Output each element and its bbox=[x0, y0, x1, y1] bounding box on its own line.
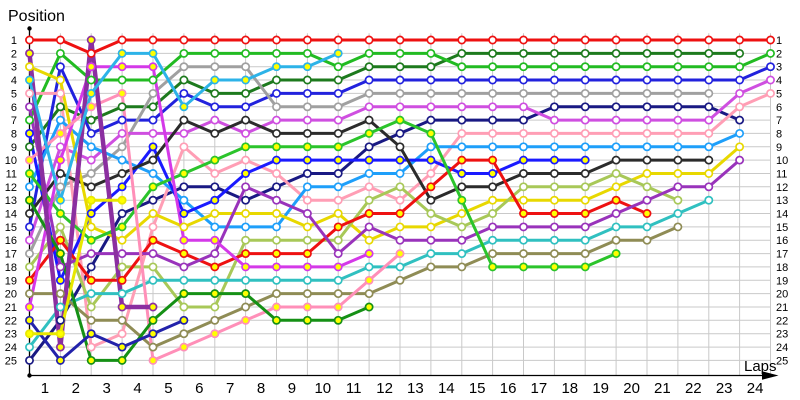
svg-text:24: 24 bbox=[747, 380, 764, 397]
svg-text:9: 9 bbox=[11, 142, 17, 154]
svg-text:23: 23 bbox=[5, 329, 17, 341]
svg-text:14: 14 bbox=[438, 380, 455, 397]
svg-text:21: 21 bbox=[5, 302, 17, 314]
svg-text:12: 12 bbox=[5, 182, 17, 194]
svg-text:20: 20 bbox=[623, 380, 640, 397]
svg-text:5: 5 bbox=[164, 380, 172, 397]
svg-text:23: 23 bbox=[776, 329, 788, 341]
svg-text:8: 8 bbox=[776, 128, 782, 140]
svg-text:21: 21 bbox=[654, 380, 671, 397]
svg-text:6: 6 bbox=[11, 102, 17, 114]
svg-text:4: 4 bbox=[776, 75, 782, 87]
svg-text:16: 16 bbox=[500, 380, 517, 397]
svg-text:21: 21 bbox=[776, 302, 788, 314]
svg-text:4: 4 bbox=[11, 75, 17, 87]
svg-text:8: 8 bbox=[11, 128, 17, 140]
svg-text:13: 13 bbox=[407, 380, 424, 397]
svg-text:17: 17 bbox=[531, 380, 548, 397]
svg-text:12: 12 bbox=[776, 182, 788, 194]
svg-text:5: 5 bbox=[11, 88, 17, 100]
svg-text:10: 10 bbox=[776, 155, 788, 167]
svg-text:3: 3 bbox=[776, 62, 782, 74]
svg-text:14: 14 bbox=[776, 209, 788, 221]
svg-text:6: 6 bbox=[195, 380, 203, 397]
svg-text:4: 4 bbox=[133, 380, 141, 397]
svg-text:13: 13 bbox=[776, 195, 788, 207]
svg-text:17: 17 bbox=[5, 249, 17, 261]
svg-text:1: 1 bbox=[776, 35, 782, 47]
svg-text:7: 7 bbox=[776, 115, 782, 127]
svg-text:19: 19 bbox=[592, 380, 609, 397]
svg-text:Laps: Laps bbox=[744, 358, 777, 375]
svg-text:11: 11 bbox=[6, 169, 17, 181]
svg-text:22: 22 bbox=[5, 315, 17, 327]
svg-text:10: 10 bbox=[5, 155, 17, 167]
svg-text:22: 22 bbox=[776, 315, 788, 327]
svg-text:22: 22 bbox=[685, 380, 702, 397]
svg-text:1: 1 bbox=[41, 380, 49, 397]
svg-text:Position: Position bbox=[8, 8, 65, 25]
svg-text:15: 15 bbox=[5, 222, 17, 234]
svg-text:13: 13 bbox=[5, 195, 17, 207]
svg-text:16: 16 bbox=[776, 235, 788, 247]
svg-text:2: 2 bbox=[776, 48, 782, 60]
svg-text:18: 18 bbox=[5, 262, 17, 274]
svg-text:25: 25 bbox=[776, 355, 788, 367]
svg-text:24: 24 bbox=[776, 342, 788, 354]
svg-text:23: 23 bbox=[716, 380, 733, 397]
svg-text:7: 7 bbox=[11, 115, 17, 127]
svg-text:3: 3 bbox=[11, 62, 17, 74]
svg-text:14: 14 bbox=[5, 209, 17, 221]
svg-text:6: 6 bbox=[776, 102, 782, 114]
svg-text:9: 9 bbox=[776, 142, 782, 154]
svg-text:18: 18 bbox=[561, 380, 578, 397]
svg-text:17: 17 bbox=[776, 249, 788, 261]
svg-text:25: 25 bbox=[5, 355, 17, 367]
svg-text:18: 18 bbox=[776, 262, 788, 274]
svg-text:16: 16 bbox=[5, 235, 17, 247]
svg-text:12: 12 bbox=[376, 380, 393, 397]
svg-text:3: 3 bbox=[103, 380, 111, 397]
svg-text:2: 2 bbox=[72, 380, 80, 397]
svg-text:20: 20 bbox=[5, 289, 17, 301]
svg-text:24: 24 bbox=[5, 342, 17, 354]
svg-text:20: 20 bbox=[776, 289, 788, 301]
svg-text:19: 19 bbox=[5, 275, 17, 287]
svg-text:19: 19 bbox=[776, 275, 788, 287]
svg-text:15: 15 bbox=[776, 222, 788, 234]
svg-text:11: 11 bbox=[776, 169, 787, 181]
svg-text:15: 15 bbox=[469, 380, 486, 397]
svg-text:9: 9 bbox=[288, 380, 296, 397]
svg-text:11: 11 bbox=[346, 380, 362, 397]
svg-text:1: 1 bbox=[11, 35, 17, 47]
svg-text:5: 5 bbox=[776, 88, 782, 100]
svg-text:8: 8 bbox=[257, 380, 265, 397]
svg-text:7: 7 bbox=[226, 380, 234, 397]
svg-text:2: 2 bbox=[11, 48, 17, 60]
svg-text:10: 10 bbox=[314, 380, 331, 397]
